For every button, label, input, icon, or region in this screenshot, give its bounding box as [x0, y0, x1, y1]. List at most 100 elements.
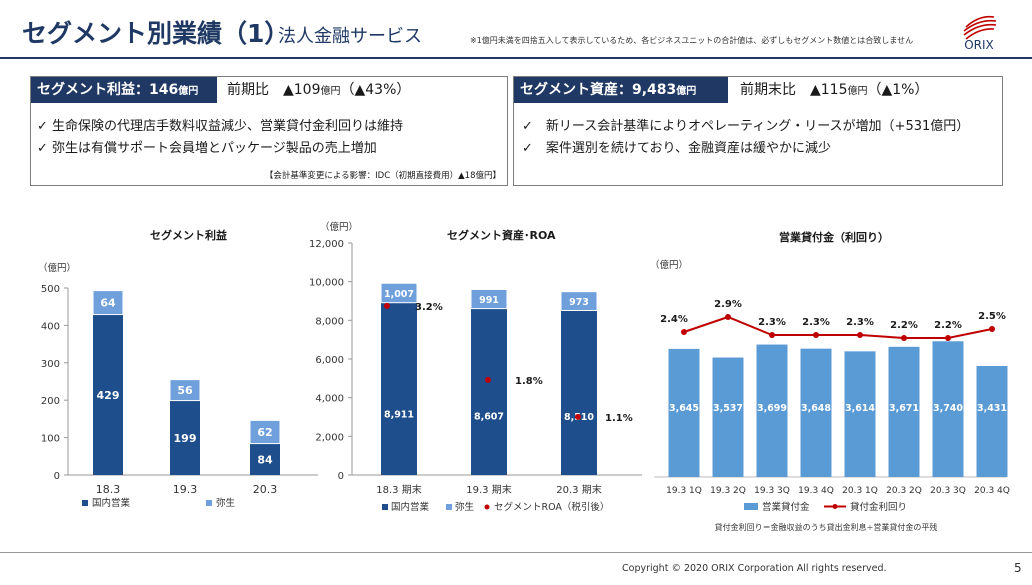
y-tick-label: 4,000 — [315, 394, 344, 405]
bar-label-loans: 3,671 — [889, 403, 919, 414]
x-tick-label: 19.3 4Q — [798, 486, 834, 496]
y-tick-label: 0 — [338, 471, 344, 482]
assets-bullet-2: ✓ 案件選別を続けており、金融資産は緩やかに減少 — [522, 141, 831, 156]
roa-point — [575, 413, 581, 420]
legend-label-yayoi: 弥生 — [455, 501, 475, 513]
footer-divider — [0, 552, 1032, 553]
y-tick-label: 8,000 — [315, 316, 344, 327]
bar-loans — [844, 351, 876, 477]
bar-loans — [800, 348, 832, 477]
yield-label: 2.5% — [978, 311, 1006, 322]
bar-domestic — [93, 314, 123, 475]
y-tick-label: 10,000 — [309, 278, 344, 289]
bar-label-yayoi: 1,007 — [384, 289, 414, 300]
legend-label-yayoi: 弥生 — [216, 497, 236, 509]
rounding-note: ※1億円未満を四捨五入して表示しているため、各ビジネスユニットの合計値は、必ずし… — [470, 36, 914, 45]
bar-label-domestic: 199 — [174, 432, 197, 445]
bar-domestic — [170, 400, 200, 475]
roa-label: 1.1% — [605, 413, 633, 424]
yield-point — [725, 314, 731, 320]
yield-label: 2.9% — [714, 299, 742, 310]
legend-label-yield: 貸付金利回り — [850, 501, 907, 513]
bar-label-yayoi: 56 — [177, 384, 193, 397]
bar-label-loans: 3,614 — [845, 403, 875, 414]
legend-label-roa: セグメントROA（税引後） — [494, 501, 609, 513]
profit-bullet-2: ✓ 弥生は有償サポート会員増とパッケージ製品の売上増加 — [37, 141, 377, 156]
profit-comparison: 前期比 ▲109億円（▲43%） — [227, 77, 410, 103]
x-tick-label: 19.3 — [173, 483, 198, 496]
bar-yayoi — [249, 419, 281, 445]
x-tick-label: 19.3 3Q — [754, 486, 790, 496]
page-subtitle: 法人金融サービス — [278, 26, 422, 47]
y-tick-label: 6,000 — [315, 355, 344, 366]
y-axis-unit: （億円） — [38, 262, 76, 274]
assets-chart-title: セグメント資産･ROA — [447, 229, 556, 242]
yield-point — [769, 332, 775, 338]
bar-label-yayoi: 62 — [257, 426, 272, 439]
bar-loans — [668, 348, 700, 477]
roa-point — [384, 302, 390, 309]
bar-domestic — [471, 308, 507, 475]
assets-comparison: 前期末比 ▲115億円（▲1%） — [740, 77, 928, 103]
bar-label-yayoi: 973 — [569, 297, 589, 308]
profit-bullet-1: ✓ 生命保険の代理店手数料収益減少、営業貸付金利回りは維持 — [37, 119, 404, 134]
loans-chart: （億円） 3,645 19.3 1Q 3,537 19.3 2Q 3,699 19.3 3Q… — [650, 259, 1010, 532]
roa-point — [485, 376, 491, 383]
x-tick-label: 19.3 1Q — [666, 486, 702, 496]
yield-point — [989, 326, 995, 332]
assets-chart: （億円） 0 2,000 4,000 6,000 8,000 10,000 12,000 8,9… — [309, 221, 642, 513]
legend-label-domestic: 国内営業 — [92, 497, 131, 509]
assets-head-label: セグメント資産：9,483 — [520, 82, 677, 98]
bar-label-loans: 3,431 — [977, 403, 1007, 414]
legend-swatch-roa — [484, 504, 490, 510]
bar-label-yayoi: 991 — [479, 295, 499, 306]
yield-label: 2.3% — [802, 317, 830, 328]
bar-loans — [976, 366, 1008, 477]
logo-text: ORIX — [964, 38, 994, 51]
bar-yayoi — [169, 379, 201, 402]
bar-label-loans: 3,740 — [933, 403, 963, 414]
page-title: セグメント別業績（1） — [22, 19, 290, 48]
orix-logo: ORIX — [958, 9, 1000, 52]
profit-cmp-prefix: 前期比 ▲109 — [227, 82, 321, 98]
legend-label-domestic: 国内営業 — [391, 501, 430, 513]
profit-cmp-suffix: （▲43%） — [340, 82, 411, 98]
roa-label: 1.8% — [515, 376, 543, 387]
bar-yayoi — [92, 290, 124, 316]
yield-label: 2.4% — [660, 314, 688, 325]
x-tick-label: 20.3 4Q — [974, 486, 1010, 496]
y-axis-unit: （億円） — [650, 259, 688, 271]
y-tick-label: 12,000 — [309, 239, 344, 250]
y-tick-label: 0 — [54, 471, 60, 482]
y-tick-label: 200 — [41, 396, 60, 407]
profit-chart-title: セグメント利益 — [150, 229, 227, 242]
legend-label-loans: 営業貸付金 — [762, 501, 810, 513]
bar-label-domestic: 8,607 — [474, 412, 504, 423]
bar-yayoi — [380, 282, 418, 304]
assets-cmp-unit: 億円 — [847, 86, 868, 97]
page-number: 5 — [1014, 561, 1022, 575]
bar-domestic — [381, 302, 417, 475]
yield-point — [857, 332, 863, 338]
header-divider — [0, 57, 1032, 59]
profit-chart: （億円） 0 100 200 300 400 500 429 64 18.3 199 56 19.3 84… — [38, 262, 318, 509]
x-tick-label: 20.3 3Q — [930, 486, 966, 496]
yield-point — [901, 335, 907, 341]
yield-point — [681, 329, 687, 335]
x-tick-label: 20.3 2Q — [886, 486, 922, 496]
bar-loans — [712, 357, 744, 477]
yield-point — [813, 332, 819, 338]
legend-swatch-yayoi — [206, 500, 212, 506]
bar-label-yayoi: 64 — [100, 297, 116, 310]
bar-label-loans: 3,648 — [801, 403, 831, 414]
legend-swatch-domestic — [82, 500, 88, 506]
y-tick-label: 300 — [41, 359, 60, 370]
bar-yayoi — [470, 288, 508, 310]
assets-head-unit: 億円 — [676, 86, 697, 97]
bar-loans — [932, 341, 964, 477]
bar-label-domestic: 8,911 — [384, 410, 414, 421]
bar-loans — [756, 344, 788, 477]
bar-loans — [888, 346, 920, 477]
legend-swatch-domestic — [382, 504, 388, 510]
bar-label-domestic: 84 — [257, 453, 273, 466]
